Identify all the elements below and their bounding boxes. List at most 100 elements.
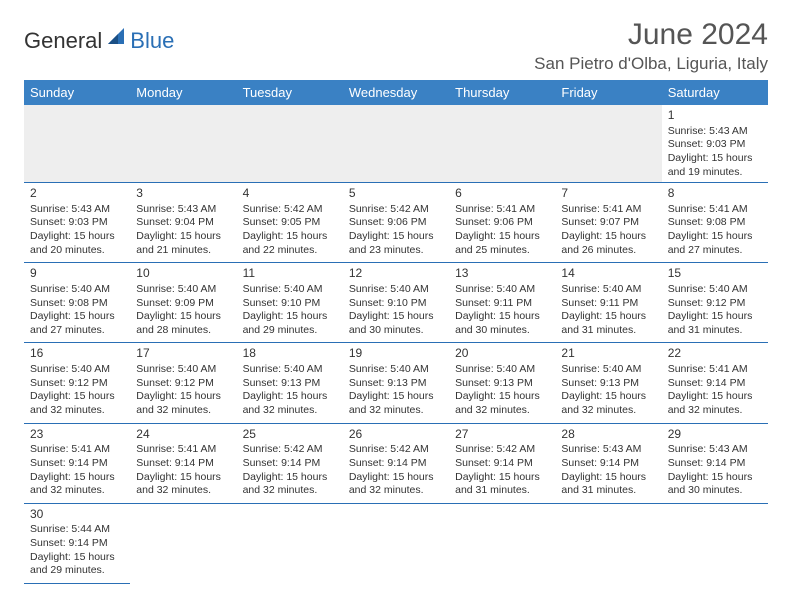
day-number: 24 [136, 427, 230, 443]
weekday-header: Thursday [449, 80, 555, 105]
calendar-cell [237, 105, 343, 183]
daylight-text: and 26 minutes. [561, 244, 655, 258]
logo: General Blue [24, 18, 174, 55]
daylight-text: Daylight: 15 hours [455, 310, 549, 324]
sunset-text: Sunset: 9:05 PM [243, 216, 337, 230]
day-number: 17 [136, 346, 230, 362]
calendar-cell: 13Sunrise: 5:40 AMSunset: 9:11 PMDayligh… [449, 263, 555, 343]
daylight-text: and 32 minutes. [136, 484, 230, 498]
calendar-week-row: 30Sunrise: 5:44 AMSunset: 9:14 PMDayligh… [24, 503, 768, 583]
sunset-text: Sunset: 9:14 PM [668, 457, 762, 471]
sunset-text: Sunset: 9:12 PM [136, 377, 230, 391]
calendar-cell [449, 105, 555, 183]
sunset-text: Sunset: 9:04 PM [136, 216, 230, 230]
daylight-text: and 31 minutes. [561, 484, 655, 498]
daylight-text: and 31 minutes. [561, 324, 655, 338]
sunrise-text: Sunrise: 5:41 AM [561, 203, 655, 217]
sunset-text: Sunset: 9:14 PM [30, 457, 124, 471]
sunset-text: Sunset: 9:13 PM [349, 377, 443, 391]
day-number: 5 [349, 186, 443, 202]
day-number: 2 [30, 186, 124, 202]
sunrise-text: Sunrise: 5:40 AM [561, 283, 655, 297]
daylight-text: Daylight: 15 hours [668, 471, 762, 485]
sunset-text: Sunset: 9:06 PM [349, 216, 443, 230]
sunrise-text: Sunrise: 5:41 AM [668, 203, 762, 217]
daylight-text: and 23 minutes. [349, 244, 443, 258]
calendar-cell: 18Sunrise: 5:40 AMSunset: 9:13 PMDayligh… [237, 343, 343, 423]
daylight-text: Daylight: 15 hours [455, 390, 549, 404]
calendar-cell: 9Sunrise: 5:40 AMSunset: 9:08 PMDaylight… [24, 263, 130, 343]
daylight-text: Daylight: 15 hours [243, 390, 337, 404]
calendar-cell: 21Sunrise: 5:40 AMSunset: 9:13 PMDayligh… [555, 343, 661, 423]
calendar-week-row: 1Sunrise: 5:43 AMSunset: 9:03 PMDaylight… [24, 105, 768, 183]
calendar-cell: 23Sunrise: 5:41 AMSunset: 9:14 PMDayligh… [24, 423, 130, 503]
day-number: 28 [561, 427, 655, 443]
sunrise-text: Sunrise: 5:42 AM [243, 203, 337, 217]
daylight-text: Daylight: 15 hours [30, 310, 124, 324]
sunset-text: Sunset: 9:14 PM [243, 457, 337, 471]
calendar-week-row: 23Sunrise: 5:41 AMSunset: 9:14 PMDayligh… [24, 423, 768, 503]
day-number: 16 [30, 346, 124, 362]
calendar-cell: 26Sunrise: 5:42 AMSunset: 9:14 PMDayligh… [343, 423, 449, 503]
daylight-text: and 32 minutes. [668, 404, 762, 418]
daylight-text: Daylight: 15 hours [561, 471, 655, 485]
day-number: 12 [349, 266, 443, 282]
daylight-text: Daylight: 15 hours [349, 310, 443, 324]
sunrise-text: Sunrise: 5:40 AM [243, 363, 337, 377]
sunrise-text: Sunrise: 5:42 AM [455, 443, 549, 457]
daylight-text: and 22 minutes. [243, 244, 337, 258]
calendar-cell [237, 503, 343, 583]
sunset-text: Sunset: 9:11 PM [561, 297, 655, 311]
daylight-text: and 29 minutes. [243, 324, 337, 338]
weekday-header: Tuesday [237, 80, 343, 105]
calendar-cell [130, 503, 236, 583]
daylight-text: and 32 minutes. [30, 404, 124, 418]
daylight-text: and 32 minutes. [349, 404, 443, 418]
daylight-text: Daylight: 15 hours [30, 551, 124, 565]
daylight-text: and 32 minutes. [349, 484, 443, 498]
calendar-cell [24, 105, 130, 183]
sunrise-text: Sunrise: 5:40 AM [136, 363, 230, 377]
day-number: 6 [455, 186, 549, 202]
calendar-cell: 27Sunrise: 5:42 AMSunset: 9:14 PMDayligh… [449, 423, 555, 503]
calendar-cell: 19Sunrise: 5:40 AMSunset: 9:13 PMDayligh… [343, 343, 449, 423]
sunrise-text: Sunrise: 5:40 AM [136, 283, 230, 297]
day-number: 7 [561, 186, 655, 202]
daylight-text: and 30 minutes. [455, 324, 549, 338]
day-number: 10 [136, 266, 230, 282]
sunrise-text: Sunrise: 5:41 AM [668, 363, 762, 377]
sunset-text: Sunset: 9:10 PM [243, 297, 337, 311]
calendar-cell: 4Sunrise: 5:42 AMSunset: 9:05 PMDaylight… [237, 183, 343, 263]
daylight-text: and 30 minutes. [349, 324, 443, 338]
daylight-text: Daylight: 15 hours [136, 310, 230, 324]
sunrise-text: Sunrise: 5:40 AM [30, 363, 124, 377]
day-number: 13 [455, 266, 549, 282]
sunset-text: Sunset: 9:14 PM [349, 457, 443, 471]
calendar-cell: 6Sunrise: 5:41 AMSunset: 9:06 PMDaylight… [449, 183, 555, 263]
sunrise-text: Sunrise: 5:41 AM [136, 443, 230, 457]
daylight-text: and 29 minutes. [30, 564, 124, 578]
sunset-text: Sunset: 9:09 PM [136, 297, 230, 311]
sunset-text: Sunset: 9:08 PM [668, 216, 762, 230]
calendar-cell: 1Sunrise: 5:43 AMSunset: 9:03 PMDaylight… [662, 105, 768, 183]
calendar-cell: 15Sunrise: 5:40 AMSunset: 9:12 PMDayligh… [662, 263, 768, 343]
calendar-cell [343, 503, 449, 583]
sunset-text: Sunset: 9:14 PM [30, 537, 124, 551]
daylight-text: Daylight: 15 hours [561, 310, 655, 324]
sunrise-text: Sunrise: 5:40 AM [455, 283, 549, 297]
calendar-cell: 22Sunrise: 5:41 AMSunset: 9:14 PMDayligh… [662, 343, 768, 423]
logo-text-part1: General [24, 28, 102, 54]
day-number: 8 [668, 186, 762, 202]
sunrise-text: Sunrise: 5:43 AM [561, 443, 655, 457]
calendar-cell: 8Sunrise: 5:41 AMSunset: 9:08 PMDaylight… [662, 183, 768, 263]
calendar-cell: 20Sunrise: 5:40 AMSunset: 9:13 PMDayligh… [449, 343, 555, 423]
sunset-text: Sunset: 9:03 PM [30, 216, 124, 230]
sunrise-text: Sunrise: 5:40 AM [561, 363, 655, 377]
day-number: 27 [455, 427, 549, 443]
sunset-text: Sunset: 9:08 PM [30, 297, 124, 311]
day-number: 14 [561, 266, 655, 282]
calendar-week-row: 9Sunrise: 5:40 AMSunset: 9:08 PMDaylight… [24, 263, 768, 343]
sunrise-text: Sunrise: 5:42 AM [243, 443, 337, 457]
sunset-text: Sunset: 9:13 PM [243, 377, 337, 391]
daylight-text: and 27 minutes. [668, 244, 762, 258]
